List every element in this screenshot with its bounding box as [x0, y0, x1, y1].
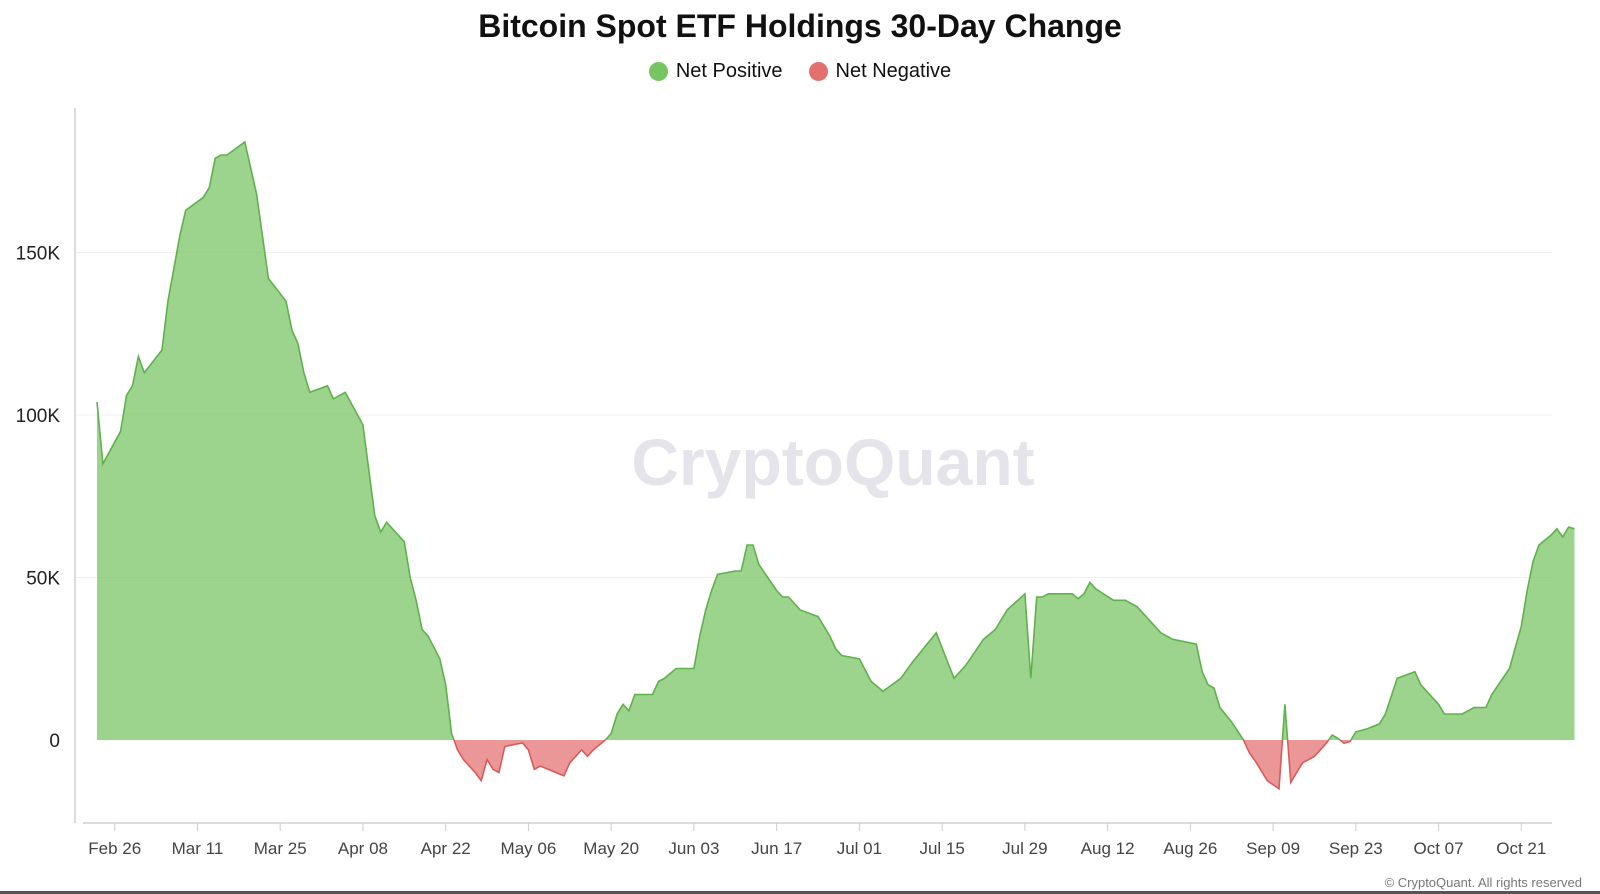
- x-tick-label: Feb 26: [88, 839, 141, 858]
- x-tick-label: Jul 29: [1002, 839, 1047, 858]
- x-tick-label: May 20: [583, 839, 639, 858]
- net-negative-area: [1340, 740, 1351, 744]
- net-negative-area: [1243, 740, 1283, 789]
- legend-item-negative[interactable]: Net Negative: [808, 60, 952, 83]
- x-tick-label: Aug 26: [1163, 839, 1217, 858]
- legend-positive-label: Net Positive: [675, 60, 783, 82]
- legend: Net Positive Net Negative: [0, 60, 1600, 83]
- net-positive-area: [1350, 527, 1575, 740]
- y-tick-label: 150K: [16, 244, 61, 265]
- y-tick-label: 50K: [26, 569, 60, 590]
- x-tick-label: Apr 08: [338, 839, 388, 858]
- net-positive-area: [605, 545, 1244, 740]
- net-negative-area: [1287, 740, 1329, 783]
- x-tick-label: Jun 03: [668, 839, 719, 858]
- x-tick-label: Jul 01: [837, 839, 882, 858]
- y-tick-label: 0: [49, 731, 60, 752]
- net-positive-line: [1327, 734, 1341, 741]
- x-tick-label: Oct 07: [1414, 839, 1464, 858]
- net-negative-line: [453, 739, 606, 783]
- y-tick-label: 100K: [16, 406, 61, 427]
- x-tick-label: Jul 15: [919, 839, 964, 858]
- net-negative-area: [454, 740, 606, 781]
- net-positive-line: [1350, 526, 1575, 741]
- net-negative-line: [1339, 739, 1352, 745]
- x-tick-label: Oct 21: [1496, 839, 1546, 858]
- x-tick-label: Aug 12: [1081, 839, 1135, 858]
- x-tick-label: Sep 09: [1246, 839, 1300, 858]
- legend-negative-label: Net Negative: [835, 60, 952, 82]
- copyright-notice: © CryptoQuant. All rights reserved: [1384, 875, 1582, 890]
- net-negative-line: [1242, 739, 1284, 791]
- x-tick-label: May 06: [501, 839, 557, 858]
- net-positive-line: [1281, 704, 1289, 741]
- x-tick-label: Apr 22: [421, 839, 471, 858]
- x-tick-label: Mar 25: [254, 839, 307, 858]
- legend-item-positive[interactable]: Net Positive: [648, 60, 783, 83]
- legend-negative-marker: [808, 62, 828, 81]
- net-positive-area: [97, 142, 454, 740]
- watermark: CryptoQuant: [631, 425, 1034, 499]
- x-tick-label: Mar 11: [172, 839, 224, 858]
- net-negative-line: [1286, 739, 1330, 785]
- chart-title: Bitcoin Spot ETF Holdings 30-Day Change: [478, 8, 1122, 44]
- x-tick-label: Jun 17: [751, 839, 802, 858]
- net-positive-line: [604, 544, 1245, 741]
- net-positive-line: [96, 140, 455, 741]
- legend-positive-marker: [648, 62, 668, 81]
- x-tick-label: Sep 23: [1329, 839, 1383, 858]
- bottom-border: [0, 891, 1600, 894]
